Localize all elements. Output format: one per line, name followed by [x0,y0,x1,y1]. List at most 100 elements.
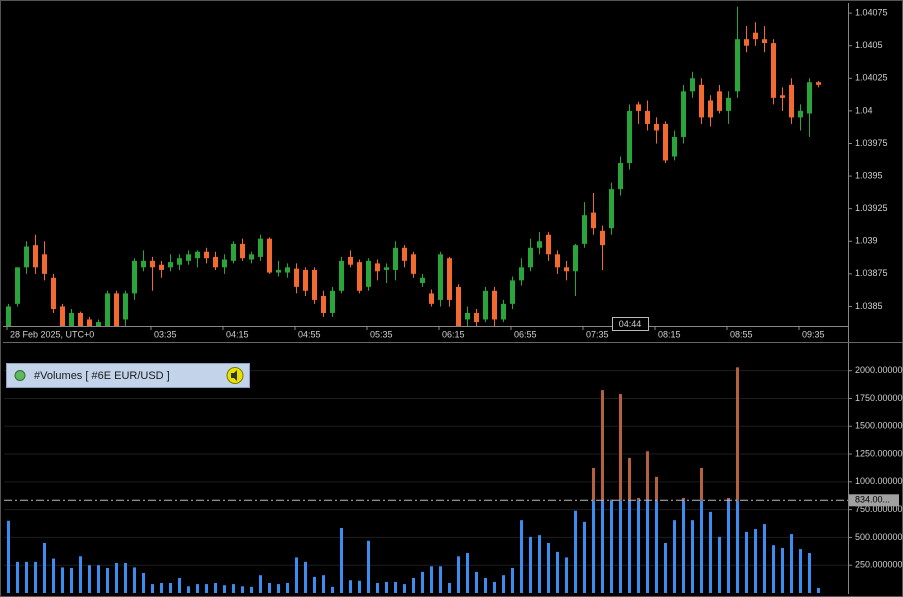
volume-bar-excess [619,394,622,501]
volume-bar-excess [682,497,685,501]
candle-body [15,267,20,304]
candle-body [303,269,308,291]
volume-bar [718,536,721,593]
volume-bar [430,566,433,593]
volume-bar [502,575,505,593]
candle-body [366,260,371,287]
y-tick-label: 1.039 [855,236,878,246]
y-tick-label: 1.04075 [855,8,888,18]
candle-body [123,293,128,320]
candle-body [744,39,749,46]
volume-bar [403,584,406,593]
volume-bar [592,500,595,593]
volume-bar [313,576,316,593]
volume-bar [214,582,217,593]
volume-bar [736,500,739,593]
x-tick-label: 07:35 [586,329,609,339]
volume-bar [700,500,703,593]
candle-body [807,82,812,114]
x-tick-label: 06:55 [514,329,537,339]
volume-bar [610,500,613,593]
y-tick-label: 1.0395 [855,170,883,180]
candle-body [258,238,263,257]
candle-body [582,215,587,244]
volume-bar [286,582,289,593]
candle-body [6,306,11,326]
volume-bar [385,581,388,593]
candle-body [789,84,794,118]
candle-body [240,243,245,259]
candle-body [771,43,776,98]
candle-body [294,268,299,287]
volume-bar [691,520,694,593]
candle-body [420,277,425,283]
candle-body [564,267,569,272]
crosshair-box [612,317,649,331]
volume-bar-excess [592,467,595,501]
candle-body [87,319,92,326]
volume-bar [196,584,199,593]
volume-bar [763,524,766,593]
candle-body [690,78,695,92]
candle-body [321,296,326,313]
candle-body [555,254,560,268]
volume-bar [133,567,136,593]
volume-bar [340,527,343,593]
volume-bar [52,558,55,593]
crosshair-time: 04:44 [612,317,649,331]
candle-body [150,260,155,268]
candle-body [168,262,173,268]
volume-bar [178,577,181,593]
volume-bar [790,534,793,593]
candle-body [276,269,281,273]
price-pane [6,6,821,326]
candle-body [132,260,137,294]
volume-bar-excess [601,390,604,501]
speaker-glyph [231,370,237,381]
candle-body [348,256,353,265]
candle-body [609,189,614,229]
volume-bar [223,585,226,593]
candle-body [114,293,119,326]
volume-bar [142,572,145,593]
candle-body [501,303,506,320]
candle-body [456,286,461,326]
volume-bar [520,520,523,593]
y-tick-label: 1.03925 [855,203,888,213]
volume-bar [754,529,757,593]
volume-bar [664,542,667,593]
candle-body [753,32,758,40]
y-tick-label: 250.000000 [855,560,903,570]
volume-bar [772,545,775,593]
candle-body [375,263,380,272]
volume-bar [331,586,334,593]
volume-bar-excess [637,497,640,501]
candle-body [267,238,272,273]
volume-bar [628,500,631,593]
volume-bar [160,582,163,593]
candle-body [510,280,515,304]
volume-bar [169,582,172,593]
volume-bar [511,567,514,593]
candle-body [222,259,227,268]
volume-bar [421,571,424,593]
candle-body [285,267,290,273]
candle-body [231,243,236,261]
volume-bar [241,586,244,593]
x-tick-label: 08:15 [658,329,681,339]
y-tick-label: 1250.000000 [855,448,903,458]
volume-bar-excess [736,367,739,501]
volume-bar [61,567,64,593]
volume-bar [448,582,451,593]
volume-bar [682,500,685,593]
volume-bar [187,586,190,593]
y-tick-label: 1.03875 [855,268,888,278]
y-tick-label: 1500.000000 [855,421,903,431]
candle-body [33,245,38,268]
candle-body [528,247,533,268]
volume-bar [79,556,82,593]
volume-bar [349,580,352,593]
check-icon[interactable] [14,370,26,381]
volume-bar [601,500,604,593]
volume-bar [115,562,118,593]
